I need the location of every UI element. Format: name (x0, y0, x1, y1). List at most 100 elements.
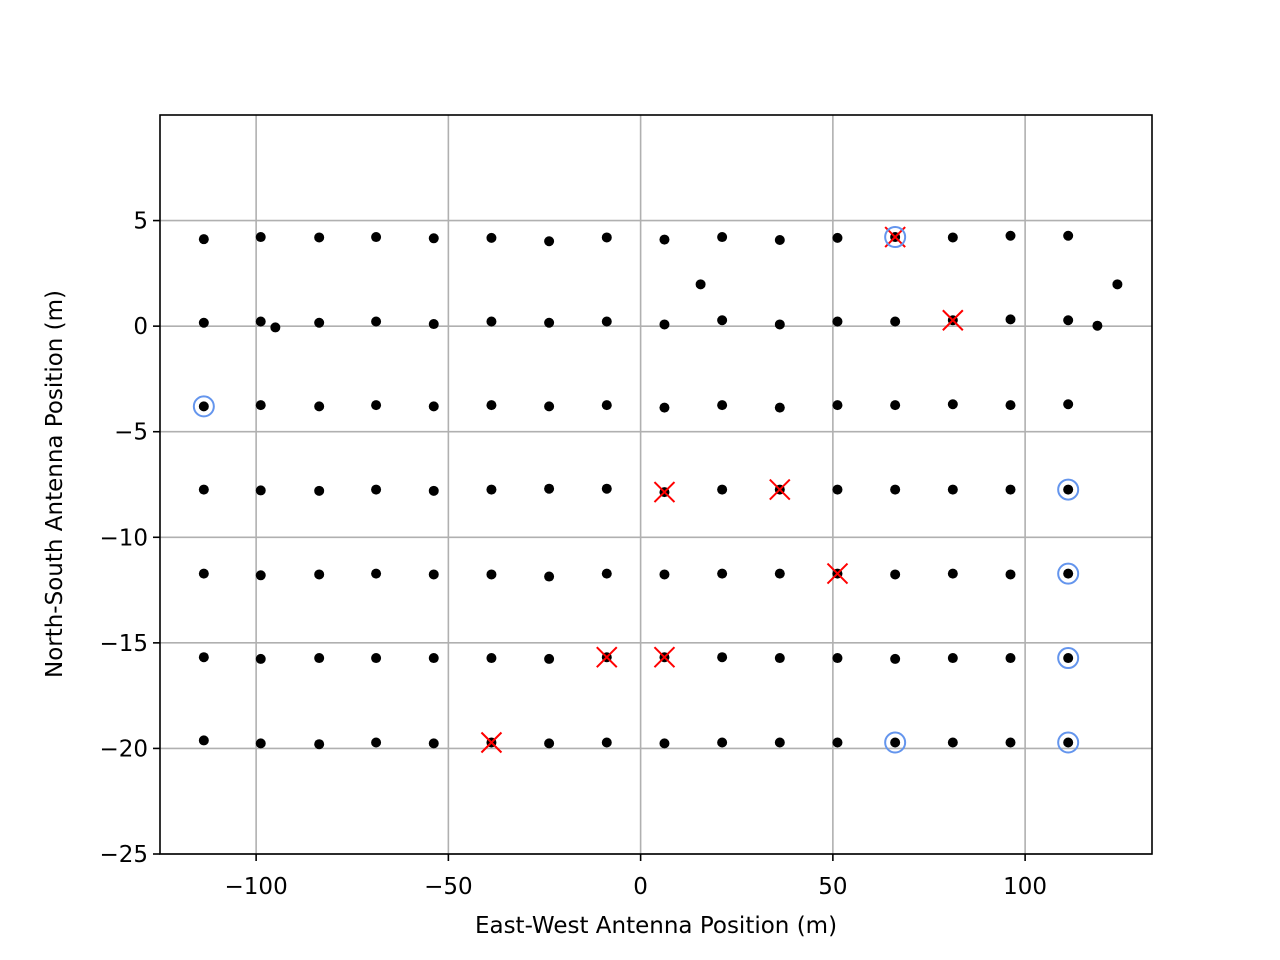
antenna-point (1063, 399, 1074, 410)
antenna-point (601, 232, 612, 243)
flagged-antenna-x-mark (653, 646, 676, 668)
antenna-point (255, 738, 266, 749)
antenna-point (371, 316, 382, 327)
antenna-point (1063, 737, 1074, 748)
flagged-antenna-x-mark (480, 731, 503, 754)
antenna-point (428, 738, 439, 749)
y-tick-label: −15 (99, 631, 148, 657)
antenna-point (544, 483, 555, 494)
x-tick-label: 50 (818, 874, 847, 900)
antenna-point (717, 568, 728, 579)
antenna-point (659, 738, 670, 749)
antenna-point (428, 233, 439, 244)
highlighted-antenna-circle (1057, 562, 1080, 585)
antenna-point (774, 402, 785, 413)
antenna-point (371, 568, 382, 579)
antenna-point (371, 232, 382, 243)
antenna-point (1063, 568, 1074, 579)
antenna-point (659, 234, 670, 245)
antenna-point (717, 652, 728, 663)
antenna-point (947, 737, 958, 748)
antenna-point (1005, 230, 1016, 241)
antenna-point (255, 653, 266, 664)
antenna-point (1005, 400, 1016, 411)
antenna-point (774, 568, 785, 579)
antenna-point (774, 737, 785, 748)
x-tick-label: −50 (424, 874, 473, 900)
antenna-point (486, 569, 497, 580)
antenna-point (695, 279, 706, 290)
y-tick-label: 0 (133, 314, 148, 340)
antenna-point (371, 653, 382, 664)
highlighted-antenna-circle (884, 731, 907, 754)
antenna-point (544, 738, 555, 749)
y-tick-label: −25 (99, 842, 148, 868)
antenna-point (659, 569, 670, 580)
antenna-point (890, 316, 901, 327)
antenna-point (198, 568, 209, 579)
antenna-point (601, 737, 612, 748)
antenna-point (255, 485, 266, 496)
grid-lines (160, 115, 1152, 855)
antenna-point (428, 485, 439, 496)
antenna-point (1112, 279, 1123, 290)
antenna-point (544, 653, 555, 664)
antenna-point (198, 484, 209, 495)
y-tick-label: −5 (114, 420, 148, 446)
antenna-point (544, 571, 555, 582)
antenna-point (428, 319, 439, 330)
antenna-point (717, 400, 728, 411)
antenna-point (486, 653, 497, 664)
antenna-point (1005, 653, 1016, 664)
antenna-point (659, 319, 670, 330)
antenna-point (832, 653, 843, 664)
antenna-point (947, 653, 958, 664)
antenna-point (717, 737, 728, 748)
antenna-point (601, 483, 612, 494)
antenna-point (601, 316, 612, 327)
antenna-point (947, 232, 958, 243)
antenna-point (371, 400, 382, 411)
antenna-point (832, 232, 843, 243)
x-axis-label: East-West Antenna Position (m) (475, 913, 837, 939)
plot-area-frame (159, 114, 1153, 855)
antenna-point (255, 316, 266, 327)
highlighted-antenna-circle (192, 395, 215, 418)
y-tick-label: −10 (99, 525, 148, 551)
antenna-point (198, 652, 209, 663)
antenna-point (1005, 569, 1016, 580)
antenna-point (544, 236, 555, 247)
antenna-point (314, 232, 325, 243)
antenna-point (255, 232, 266, 243)
antenna-point (947, 568, 958, 579)
antenna-point (371, 737, 382, 748)
flagged-antenna-x-mark (769, 478, 791, 501)
x-tick-label: −100 (225, 874, 288, 900)
antenna-point (544, 317, 555, 328)
antenna-point (890, 400, 901, 411)
antenna-point (890, 737, 901, 748)
antenna-point (601, 568, 612, 579)
antenna-point (428, 653, 439, 664)
y-tick-label: 5 (133, 209, 148, 235)
antenna-point (486, 400, 497, 411)
axis-ticks: −100 −50 0 50 100−25−20−15−10−505 (99, 209, 1047, 900)
antenna-point (428, 569, 439, 580)
antenna-point (428, 401, 439, 412)
antenna-point (832, 737, 843, 748)
antenna-point (255, 570, 266, 581)
antenna-point (198, 735, 209, 746)
highlighted-antenna-circle (1057, 647, 1080, 670)
antenna-point (832, 400, 843, 411)
antenna-point (371, 484, 382, 495)
flagged-antenna-x-mark (596, 646, 618, 668)
antenna-point (947, 399, 958, 410)
y-axis-label: North-South Antenna Position (m) (42, 290, 68, 678)
y-tick-label: −20 (99, 736, 148, 762)
antenna-point (601, 400, 612, 411)
highlighted-antenna-circle (1057, 478, 1080, 501)
antenna-point (1005, 314, 1016, 325)
flagged-antenna-x-mark (826, 562, 849, 585)
antenna-point (774, 319, 785, 330)
